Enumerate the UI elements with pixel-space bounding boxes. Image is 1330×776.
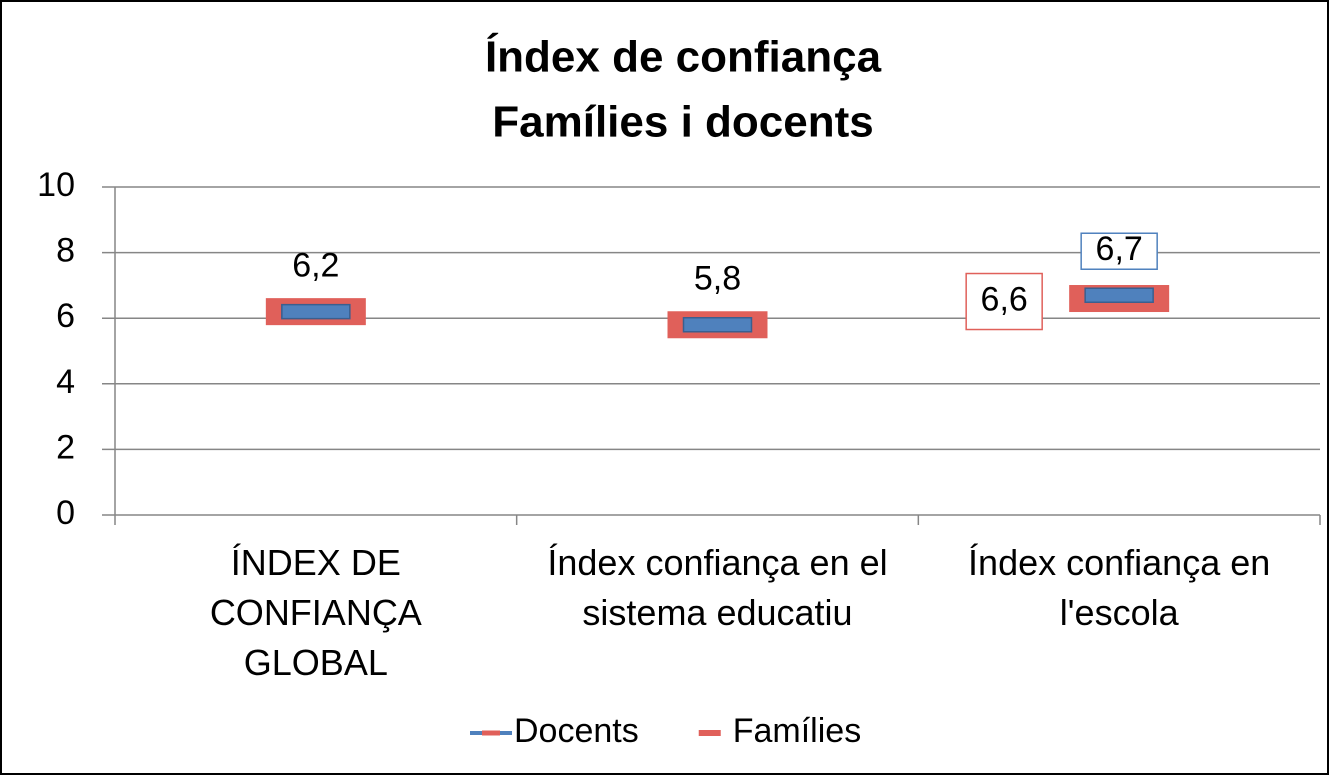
y-tick-label: 0 xyxy=(56,494,75,532)
x-tick-label: ÍNDEX DE CONFIANÇA GLOBAL xyxy=(210,542,422,683)
data-label: 6,2 xyxy=(292,247,339,285)
legend-label: Docents xyxy=(514,712,639,750)
x-tick-label-line: l'escola xyxy=(1060,592,1180,633)
y-tick-label: 8 xyxy=(56,232,75,270)
y-tick-label: 4 xyxy=(56,363,75,401)
x-tick-label-line: Índex confiança en el xyxy=(547,542,887,583)
marker xyxy=(281,303,351,320)
y-tick-label: 2 xyxy=(56,428,75,466)
data-label: 6,6 xyxy=(981,281,1028,319)
x-tick-label-line: CONFIANÇA xyxy=(210,592,422,633)
x-tick-label: Índex confiança en el sistema educatiu xyxy=(547,542,887,633)
chart-title: Famílies i docents xyxy=(492,98,873,147)
x-tick-label-line: ÍNDEX DE xyxy=(231,542,401,583)
data-label-box xyxy=(965,272,1043,331)
data-label: 5,8 xyxy=(694,260,741,298)
chart-title: Índex de confiança xyxy=(485,32,882,82)
data-label: 6,7 xyxy=(1096,230,1143,268)
legend-marker xyxy=(698,730,721,736)
y-tick-label: 10 xyxy=(37,166,75,204)
marker xyxy=(682,317,753,333)
data-label-box xyxy=(1080,232,1158,270)
y-tick-label: 6 xyxy=(56,297,75,335)
marker xyxy=(1084,287,1154,303)
legend-label: Famílies xyxy=(733,712,861,750)
x-tick-label-line: GLOBAL xyxy=(244,642,388,683)
x-tick-label-line: sistema educatiu xyxy=(582,592,852,633)
x-tick-label-line: Índex confiança en xyxy=(968,542,1270,583)
legend-marker xyxy=(482,730,500,736)
x-tick-label: Índex confiança en l'escola xyxy=(968,542,1270,633)
